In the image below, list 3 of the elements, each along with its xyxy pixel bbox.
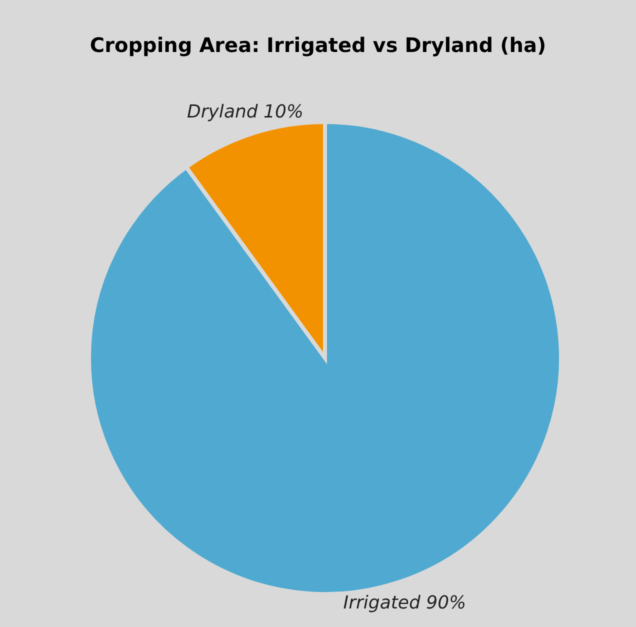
slice-label: Dryland 10% [187, 102, 304, 123]
chart-title: Cropping Area: Irrigated vs Dryland (ha) [90, 33, 546, 57]
slice-label: Irrigated 90% [343, 592, 466, 614]
